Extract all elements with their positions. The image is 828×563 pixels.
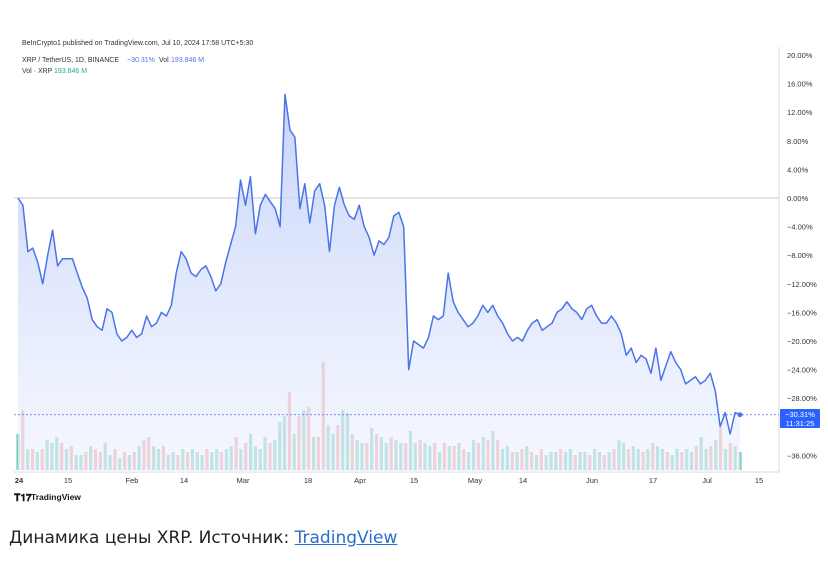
y-axis-ticks: 20.00% 16.00% 12.00% 8.00% 4.00% 0.00% −4.00% −… <box>787 51 817 460</box>
x-tick-label: 15 <box>755 476 763 485</box>
x-tick-label: Mar <box>237 476 250 485</box>
price-line <box>17 93 741 435</box>
y-tick-label: 20.00% <box>787 51 813 60</box>
caption-text: Динамика цены XRP. Источник: <box>9 528 295 548</box>
x-tick-label: Apr <box>354 476 366 485</box>
last-price-dot <box>737 412 743 418</box>
source-link[interactable]: TradingView <box>294 528 398 548</box>
y-tick-label: −8.00% <box>787 251 813 260</box>
y-tick-label: −20.00% <box>787 337 817 346</box>
volume-legend: Vol · XRP 193.846 M <box>22 68 87 75</box>
x-tick-label: Jun <box>586 476 598 485</box>
y-tick-label: 4.00% <box>787 165 809 174</box>
y-tick-label: 12.00% <box>787 108 813 117</box>
x-tick-label: 14 <box>180 476 188 485</box>
vol-series-value: 193.846 M <box>54 68 87 75</box>
vol-value: 193.846 M <box>171 57 204 64</box>
price-area-fill <box>18 94 740 473</box>
tradingview-logo[interactable]: 𝐓𝟏𝟕 TradingView <box>14 492 81 504</box>
x-tick-label: 24 <box>15 476 24 485</box>
y-tick-label: −36.00% <box>787 451 817 460</box>
published-line: BeInCrypto1 published on TradingView.com… <box>22 40 253 47</box>
x-tick-label: Feb <box>126 476 139 485</box>
vol-label: Vol <box>159 57 169 64</box>
tradingview-brand-label: TradingView <box>31 492 81 502</box>
symbol-legend: XRP / TetherUS, 1D, BINANCE −30.31% Vol … <box>22 57 204 64</box>
y-tick-label: 16.00% <box>787 80 813 89</box>
symbol-label: XRP / TetherUS, 1D, BINANCE <box>22 57 119 64</box>
y-tick-label: −16.00% <box>787 308 817 317</box>
last-price-value: −30.31% <box>785 410 815 419</box>
x-axis-ticks: 24 15 Feb 14 Mar 18 Apr 15 May 14 Jun 17 Jul 15 <box>15 476 763 485</box>
last-price-countdown: 11:31:25 <box>786 419 815 428</box>
vol-series-label: Vol · XRP <box>22 68 53 75</box>
x-tick-label: 15 <box>64 476 72 485</box>
y-tick-label: −28.00% <box>787 394 817 403</box>
y-tick-label: −4.00% <box>787 223 813 232</box>
x-tick-label: 15 <box>410 476 418 485</box>
x-tick-label: May <box>468 476 482 485</box>
x-tick-label: 17 <box>649 476 657 485</box>
change-value: −30.31% <box>127 57 155 64</box>
tradingview-logo-icon: 𝐓𝟏𝟕 <box>14 492 32 504</box>
figure-caption: Динамика цены XRP. Источник: TradingView <box>9 528 397 548</box>
x-tick-label: 18 <box>304 476 312 485</box>
y-tick-label: 8.00% <box>787 137 809 146</box>
tradingview-chart: BeInCrypto1 published on TradingView.com… <box>14 40 820 504</box>
last-price-badge: −30.31% 11:31:25 <box>780 409 820 428</box>
y-tick-label: −12.00% <box>787 280 817 289</box>
x-tick-label: 14 <box>519 476 527 485</box>
x-tick-label: Jul <box>702 476 712 485</box>
y-tick-label: 0.00% <box>787 194 809 203</box>
y-tick-label: −24.00% <box>787 366 817 375</box>
